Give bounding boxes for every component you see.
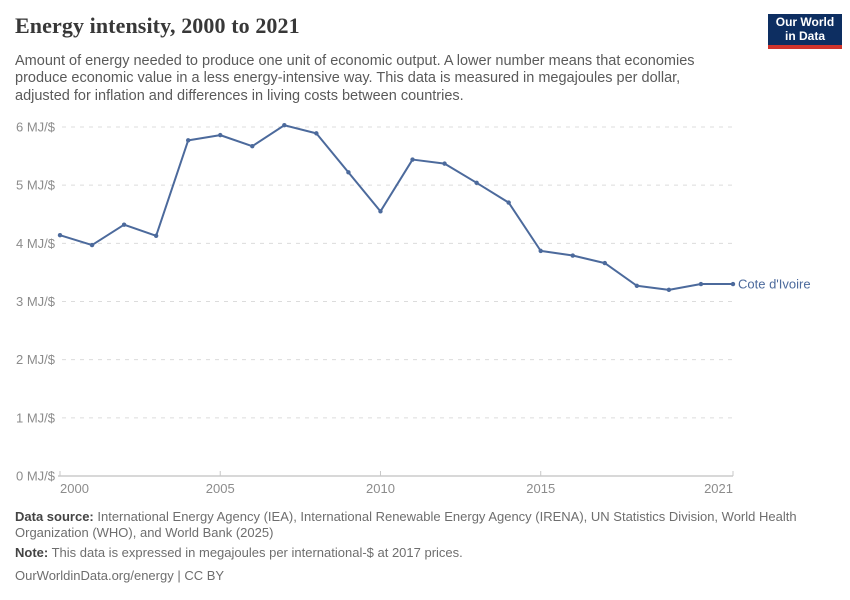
license-line: OurWorldinData.org/energy | CC BY: [15, 568, 810, 584]
data-point: [57, 232, 63, 238]
note-label: Note:: [15, 545, 49, 560]
y-axis-tick-label: 4 MJ/$: [16, 236, 56, 251]
data-point: [410, 157, 415, 162]
license-label: CC BY: [184, 567, 225, 583]
data-point: [314, 131, 319, 136]
data-source-line: Organization (WHO), and World Bank (2025…: [15, 524, 274, 540]
data-point: [634, 283, 640, 288]
data-point: [666, 287, 672, 293]
series-label: Cote d'Ivoire: [738, 277, 811, 292]
note-line: Note: This data is expressed in megajoul…: [15, 545, 810, 561]
data-point: [89, 242, 95, 248]
data-source-text: International Energy Agency (IEA), Inter…: [93, 509, 797, 524]
energy-intensity-line-chart: 0 MJ/$ 1 MJ/$ 2 MJ/$ 3 MJ/$ 4 MJ/$ 5 MJ/$ 6 MJ…: [16, 119, 811, 496]
data-line: [59, 124, 734, 291]
x-axis-tick-label: 2015: [526, 481, 555, 496]
y-axis-tick-label: 1 MJ/$: [16, 410, 56, 425]
x-axis-tick-label: 2000: [60, 481, 89, 496]
owid-url-link[interactable]: OurWorldinData.org/energy: [15, 567, 174, 583]
data-point: [730, 281, 736, 287]
y-axis-tick-label: 5 MJ/$: [16, 178, 56, 193]
data-point: [442, 161, 447, 166]
data-point: [506, 200, 511, 205]
chart-title: Energy intensity, 2000 to 2021: [15, 13, 300, 38]
data-source-label: Data source:: [15, 509, 94, 524]
divider: |: [173, 567, 185, 583]
data-point: [346, 170, 351, 175]
x-axis-tick-label: 2005: [206, 481, 235, 496]
data-point: [538, 248, 543, 254]
data-source-line: Data source: International Energy Agency…: [15, 509, 810, 525]
data-point: [602, 260, 608, 266]
chart-subtitle-line: adjusted for inflation and differences i…: [15, 87, 464, 104]
chart-subtitle-line: Amount of energy needed to produce one u…: [15, 53, 695, 69]
owid-logo[interactable]: Our World in Data: [768, 14, 842, 49]
data-point: [698, 281, 704, 287]
note-text: This data is expressed in megajoules per…: [48, 545, 463, 560]
data-point: [153, 233, 159, 238]
y-axis-tick-label: 2 MJ/$: [16, 352, 56, 367]
chart-subtitle: Amount of energy needed to produce one u…: [15, 53, 745, 105]
x-axis-tick-label: 2010: [366, 481, 395, 496]
data-point: [250, 143, 255, 149]
data-point: [378, 209, 383, 214]
y-axis-tick-label: 0 MJ/$: [16, 469, 56, 484]
y-axis-tick-label: 3 MJ/$: [16, 294, 56, 309]
data-point: [121, 222, 127, 227]
owid-logo-line2: in Data: [784, 28, 825, 43]
data-point: [185, 138, 191, 143]
chart-subtitle-line: produce economic value in a less energy-…: [15, 70, 681, 87]
x-axis-tick-label: 2021: [704, 481, 733, 496]
data-point: [474, 180, 479, 186]
owid-logo-line1: Our World: [775, 15, 835, 29]
data-point: [218, 132, 223, 138]
chart-footer: Data source: International Energy Agency…: [15, 509, 810, 583]
data-point: [570, 253, 575, 258]
data-point: [282, 123, 287, 128]
y-axis-tick-label: 6 MJ/$: [16, 119, 56, 134]
